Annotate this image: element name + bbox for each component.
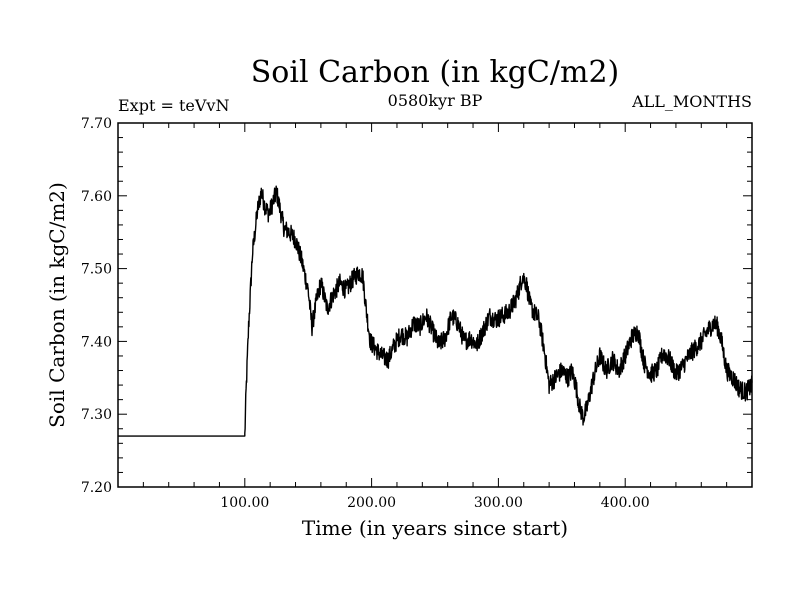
x-axis-label: Time (in years since start) [302,516,568,540]
x-tick-label: 100.00 [220,495,269,511]
series-layer [118,185,753,437]
chart-title: Soil Carbon (in kgC/m2) [251,55,619,90]
y-tick-label: 7.20 [81,480,112,496]
plot-frame [117,122,753,488]
y-tick-label: 7.60 [81,189,112,205]
soil-carbon-series-line [118,185,753,437]
x-axis-ticks: 100.00 200.00 300.00 400.00 [142,123,728,511]
y-tick-label: 7.30 [81,407,112,423]
y-tick-label: 7.40 [81,334,112,350]
experiment-label: Expt = teVvN [118,96,229,115]
months-label: ALL_MONTHS [631,92,752,111]
y-tick-label: 7.70 [81,116,112,132]
y-axis-label: Soil Carbon (in kgC/m2) [45,182,69,428]
x-tick-label: 400.00 [601,495,650,511]
x-tick-label: 200.00 [347,495,396,511]
y-tick-label: 7.50 [81,262,112,278]
period-label: 0580kyr BP [388,91,483,110]
x-tick-label: 300.00 [474,495,523,511]
y-axis-ticks: 7.20 7.30 7.40 7.50 7.60 7.70 [81,116,752,496]
